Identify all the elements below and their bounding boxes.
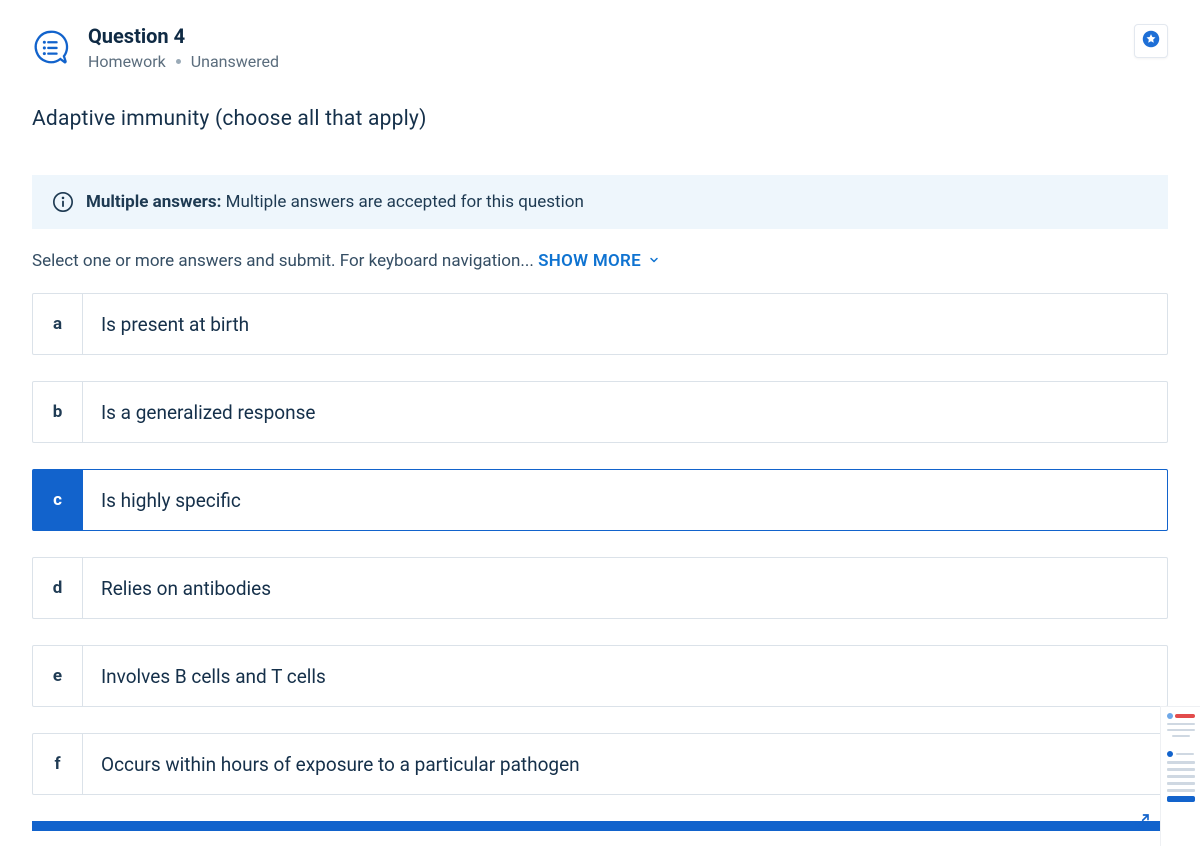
answer-option-a[interactable]: aIs present at birth <box>32 293 1168 355</box>
answer-option-c[interactable]: cIs highly specific <box>32 469 1168 531</box>
option-letter: f <box>33 734 83 794</box>
minimap-line <box>1167 775 1195 778</box>
question-header: Question 4 Homework Unanswered <box>32 24 1168 71</box>
minimap-line <box>1167 782 1195 785</box>
minimap-line <box>1167 789 1195 792</box>
minimap-current <box>1167 796 1195 802</box>
minimap-line <box>1167 729 1195 731</box>
page-minimap[interactable] <box>1160 706 1200 846</box>
banner-text: Multiple answers are accepted for this q… <box>226 192 584 212</box>
option-letter: a <box>33 294 83 354</box>
info-icon <box>52 191 74 213</box>
answer-option-f[interactable]: fOccurs within hours of exposure to a pa… <box>32 733 1168 795</box>
header-left: Question 4 Homework Unanswered <box>32 24 279 71</box>
question-prompt: Adaptive immunity (choose all that apply… <box>32 107 1168 131</box>
option-text: Is a generalized response <box>83 382 1167 442</box>
banner-label: Multiple answers: <box>86 192 221 212</box>
show-more-label: SHOW MORE <box>538 251 641 271</box>
question-page: Question 4 Homework Unanswered Adaptive … <box>0 0 1200 831</box>
expand-minimap-button[interactable] <box>1127 806 1157 836</box>
answer-options: aIs present at birthbIs a generalized re… <box>32 293 1168 795</box>
meta-status: Unanswered <box>191 52 279 71</box>
option-text: Relies on antibodies <box>83 558 1167 618</box>
option-text: Is present at birth <box>83 294 1167 354</box>
multiple-answers-banner: Multiple answers: Multiple answers are a… <box>32 175 1168 229</box>
option-letter: c <box>33 470 83 530</box>
option-text: Occurs within hours of exposure to a par… <box>83 734 1167 794</box>
submit-bar[interactable] <box>32 821 1168 831</box>
option-text: Is highly specific <box>83 470 1167 530</box>
minimap-line <box>1167 768 1195 771</box>
minimap-row <box>1167 751 1194 757</box>
minimap-dot <box>1167 713 1173 719</box>
bookmark-button[interactable] <box>1134 24 1168 58</box>
option-letter: b <box>33 382 83 442</box>
minimap-line <box>1176 753 1194 755</box>
minimap-header <box>1167 713 1195 719</box>
question-list-icon <box>32 28 70 66</box>
option-letter: d <box>33 558 83 618</box>
minimap-line <box>1172 735 1190 737</box>
meta-category: Homework <box>88 52 166 71</box>
question-title: Question 4 <box>88 24 279 48</box>
star-icon <box>1142 30 1160 52</box>
banner-text-wrap: Multiple answers: Multiple answers are a… <box>86 192 584 212</box>
minimap-line <box>1167 723 1195 725</box>
minimap-pill <box>1175 714 1195 718</box>
option-text: Involves B cells and T cells <box>83 646 1167 706</box>
show-more-link[interactable]: SHOW MORE <box>538 251 660 271</box>
answer-option-b[interactable]: bIs a generalized response <box>32 381 1168 443</box>
instructions-row: Select one or more answers and submit. F… <box>32 251 1168 271</box>
minimap-line <box>1167 761 1195 764</box>
question-meta: Homework Unanswered <box>88 52 279 71</box>
answer-option-d[interactable]: dRelies on antibodies <box>32 557 1168 619</box>
instructions-text: Select one or more answers and submit. F… <box>32 251 534 271</box>
header-text: Question 4 Homework Unanswered <box>88 24 279 71</box>
chevron-down-icon <box>648 251 660 271</box>
option-letter: e <box>33 646 83 706</box>
answer-option-e[interactable]: eInvolves B cells and T cells <box>32 645 1168 707</box>
minimap-dot <box>1167 751 1173 757</box>
meta-separator-dot <box>176 59 181 64</box>
